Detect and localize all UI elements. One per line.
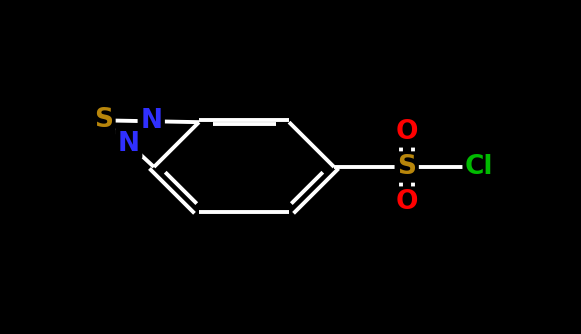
Text: Cl: Cl [465, 154, 494, 180]
Text: N: N [118, 131, 140, 157]
Text: O: O [396, 119, 418, 145]
Text: S: S [94, 107, 113, 133]
Text: S: S [397, 154, 416, 180]
Text: O: O [396, 189, 418, 215]
Text: N: N [140, 108, 162, 134]
